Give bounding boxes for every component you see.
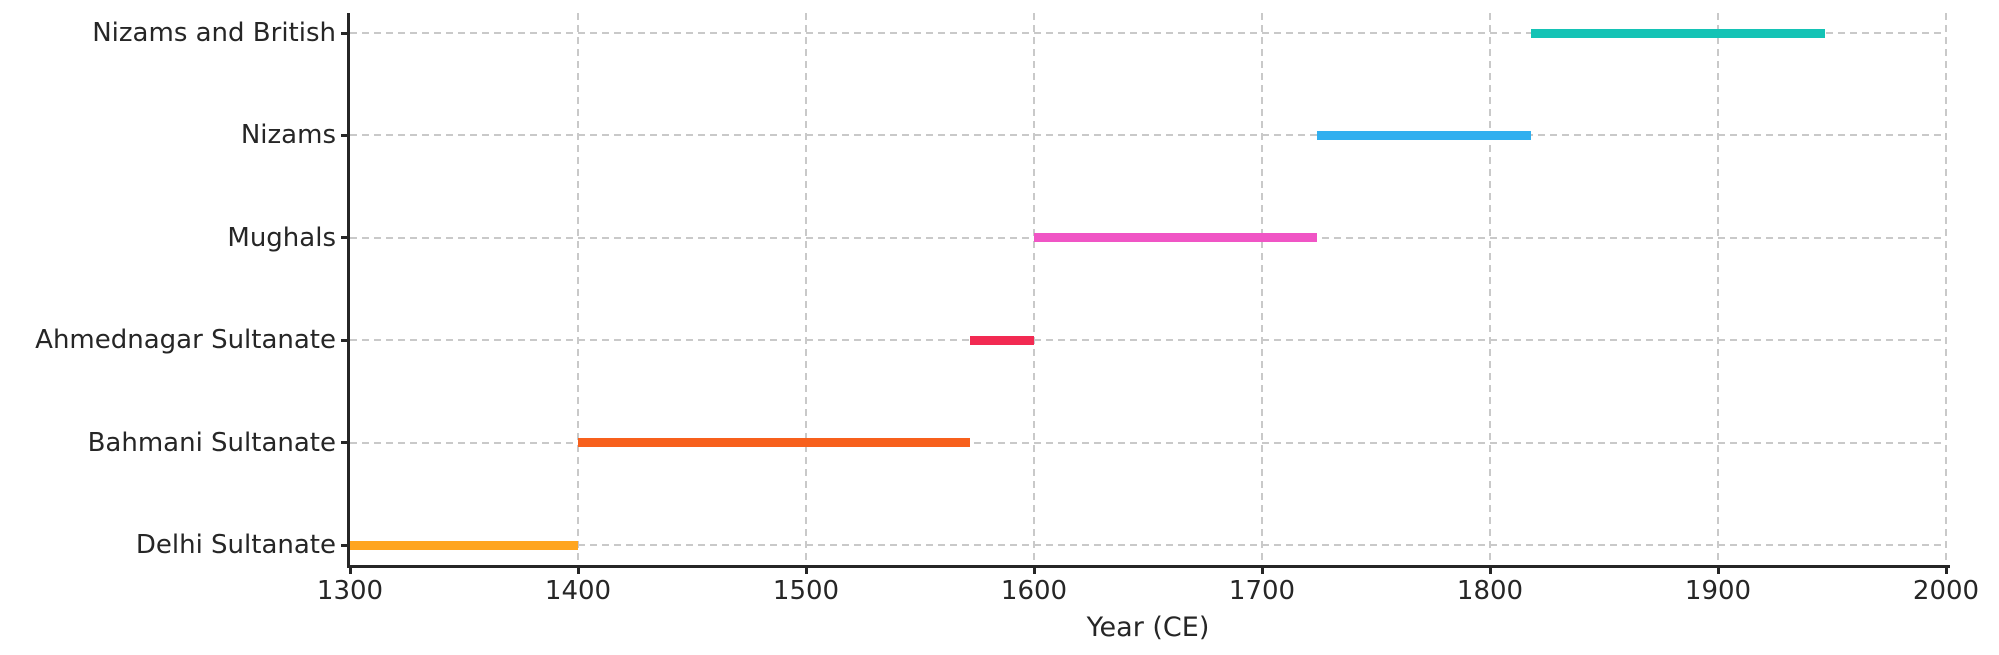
bar-ahmednagar-sultanate [970,335,1034,345]
y-tick-mark-ahmednagar-sultanate [341,338,350,342]
x-tick-label-1700: 1700 [1228,576,1296,606]
x-tick-mark-1400 [576,565,580,574]
gridline-horizontal-nizams-and-british [350,32,1946,34]
y-tick-mark-nizams [341,133,350,137]
x-tick-label-2000: 2000 [1912,576,1980,606]
gridline-vertical-1700 [1261,13,1263,565]
x-tick-label-1500: 1500 [772,576,840,606]
y-tick-mark-nizams-and-british [341,31,350,35]
y-axis-spine [347,13,350,568]
x-tick-label-1900: 1900 [1684,576,1752,606]
bar-nizams-and-british [1531,28,1826,38]
gridline-vertical-1900 [1717,13,1719,565]
y-tick-label-mughals: Mughals [227,222,336,253]
x-tick-label-1800: 1800 [1456,576,1524,606]
y-tick-label-delhi-sultanate: Delhi Sultanate [135,530,336,560]
y-tick-mark-bahmani-sultanate [341,441,350,445]
x-tick-mark-1300 [348,565,352,574]
x-axis-spine [347,565,1950,568]
y-tick-mark-mughals [341,236,350,240]
x-tick-mark-1800 [1488,565,1492,574]
gridline-horizontal-ahmednagar-sultanate [350,339,1946,342]
y-tick-label-nizams-and-british: Nizams and British [92,18,336,48]
bar-bahmani-sultanate [578,438,971,448]
x-axis-title: Year (CE) [1086,612,1210,643]
x-tick-label-1300: 1300 [316,576,384,606]
y-tick-mark-delhi-sultanate [341,543,350,547]
gridline-vertical-1500 [805,13,807,565]
gridline-vertical-1400 [577,13,579,565]
y-tick-label-bahmani-sultanate: Bahmani Sultanate [87,427,336,458]
gridline-vertical-1800 [1489,13,1491,565]
y-tick-label-ahmednagar-sultanate: Ahmednagar Sultanate [35,325,336,356]
gridline-vertical-1600 [1033,13,1035,565]
bar-delhi-sultanate [350,540,578,550]
gridline-horizontal-bahmani-sultanate [350,441,1946,444]
gridline-horizontal-nizams [350,134,1946,137]
y-tick-label-nizams: Nizams [240,120,336,151]
x-tick-label-1400: 1400 [544,576,612,606]
x-tick-mark-1900 [1716,565,1720,574]
gridline-horizontal-delhi-sultanate [350,544,1946,546]
bar-mughals [1034,233,1317,243]
x-tick-mark-1700 [1260,565,1264,574]
x-tick-mark-1500 [804,565,808,574]
x-tick-mark-2000 [1944,565,1948,574]
bar-nizams [1316,130,1532,140]
x-tick-mark-1600 [1032,565,1036,574]
gridline-vertical-2000 [1945,13,1947,565]
x-tick-label-1600: 1600 [1000,576,1068,606]
